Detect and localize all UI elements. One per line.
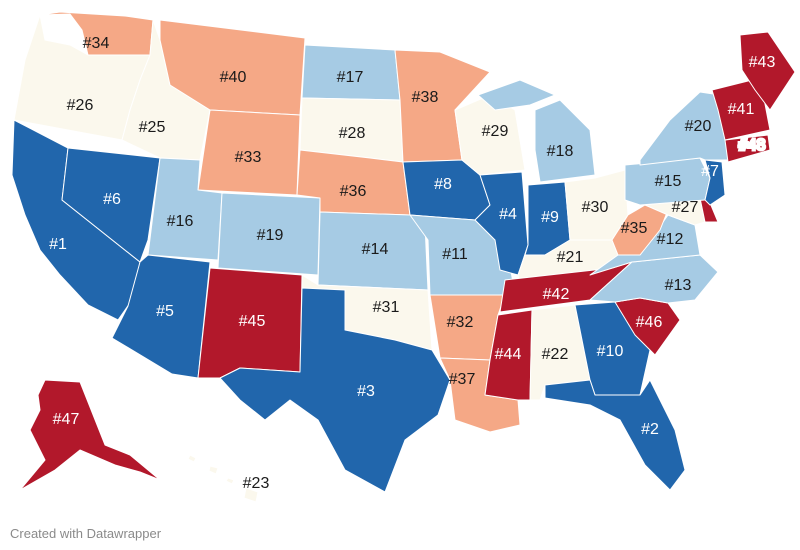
state-label-ID: #25 (139, 119, 166, 136)
state-label-NM: #45 (239, 313, 266, 330)
state-label-KY: #21 (557, 249, 584, 266)
state-MI[interactable] (477, 79, 596, 183)
state-label-MO: #11 (442, 246, 468, 263)
state-label-PA: #15 (655, 173, 682, 190)
state-label-HI: #23 (243, 475, 270, 492)
state-label-WV: #35 (621, 220, 648, 237)
state-label-VT: #41 (728, 101, 755, 118)
state-TX[interactable] (219, 287, 451, 493)
state-label-CT: #48 (739, 137, 766, 154)
state-label-OK: #31 (373, 299, 400, 316)
state-label-WA: #34 (83, 35, 110, 52)
state-label-IL: #4 (499, 206, 517, 223)
us-choropleth-map: #34 #26 #1 #6 #25 #40 #33 #16 #5 #19 #45 #17 #28 #36 #… (11, 11, 796, 503)
state-FL[interactable] (544, 379, 686, 491)
state-label-NJ: #7 (701, 163, 719, 180)
state-label-NC: #13 (665, 277, 692, 294)
state-NV[interactable] (61, 147, 161, 263)
state-HI[interactable] (187, 454, 259, 503)
state-label-OR: #26 (67, 97, 94, 114)
state-label-OH: #30 (582, 199, 609, 216)
state-KS[interactable] (317, 211, 429, 291)
state-label-SD: #28 (339, 125, 366, 142)
state-label-WI: #29 (482, 123, 509, 140)
state-label-UT: #16 (167, 213, 194, 230)
state-CT[interactable] (724, 134, 771, 163)
state-label-TN: #42 (543, 286, 570, 303)
state-label-WY: #33 (235, 149, 262, 166)
state-NJ[interactable] (704, 159, 726, 206)
state-label-CO: #19 (257, 227, 284, 244)
state-label-LA: #37 (449, 371, 476, 388)
state-label-MT: #40 (220, 69, 247, 86)
state-label-AK: #47 (53, 411, 80, 428)
state-label-AZ: #5 (156, 303, 174, 320)
state-label-SC: #46 (636, 314, 663, 331)
state-label-MN: #38 (412, 89, 439, 106)
state-label-MD: #27 (672, 199, 699, 216)
state-label-ME: #43 (749, 54, 776, 71)
state-label-IN: #9 (541, 209, 559, 226)
state-label-FL: #2 (641, 421, 659, 438)
state-label-TX: #3 (357, 383, 375, 400)
state-label-NE: #36 (340, 183, 367, 200)
state-label-ND: #17 (337, 69, 364, 86)
state-label-KS: #14 (362, 241, 389, 258)
state-AZ[interactable] (111, 254, 211, 379)
state-label-NV: #6 (103, 191, 121, 208)
state-label-VA: #12 (657, 231, 684, 248)
state-label-GA: #10 (597, 343, 624, 360)
state-label-AR: #32 (447, 314, 474, 331)
state-label-NY: #20 (685, 118, 712, 135)
state-ME[interactable] (739, 31, 796, 111)
state-WV[interactable] (611, 204, 669, 256)
state-label-CA: #1 (49, 236, 67, 253)
state-label-AL: #22 (542, 346, 569, 363)
state-IL[interactable] (474, 171, 529, 276)
state-AK[interactable] (19, 379, 161, 491)
state-label-MS: #44 (495, 346, 522, 363)
state-label-IA: #8 (434, 176, 452, 193)
state-label-MI: #18 (547, 143, 574, 160)
credit-text: Created with Datawrapper (10, 526, 162, 541)
